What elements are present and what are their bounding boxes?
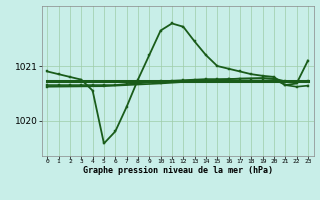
X-axis label: Graphe pression niveau de la mer (hPa): Graphe pression niveau de la mer (hPa) bbox=[83, 166, 273, 175]
